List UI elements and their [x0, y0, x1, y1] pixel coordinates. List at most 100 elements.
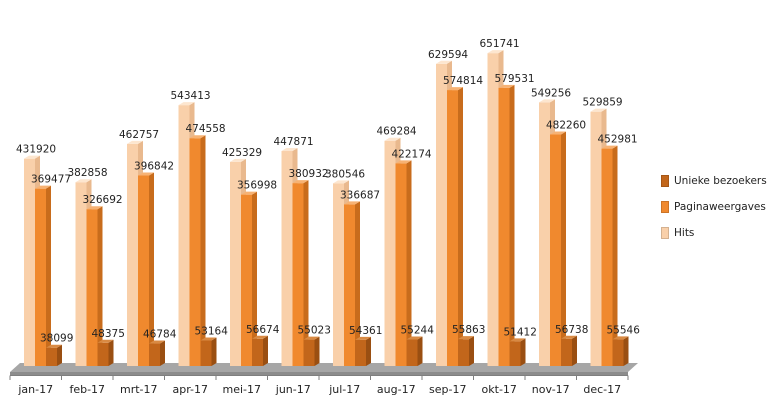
bar-side	[200, 135, 206, 366]
bar-top	[138, 172, 154, 176]
chart-bars	[24, 50, 629, 367]
bar	[447, 90, 458, 366]
x-tick-label: feb-17	[69, 383, 105, 396]
bar	[509, 341, 521, 366]
bar-side	[97, 206, 103, 366]
bar	[24, 158, 35, 366]
bar-top	[230, 158, 246, 162]
bar-top	[127, 140, 143, 144]
bar-side	[520, 338, 526, 366]
bar-top	[447, 87, 463, 91]
bar	[178, 105, 190, 367]
x-tick-label: apr-17	[172, 383, 208, 396]
data-label: 56738	[555, 324, 588, 336]
bar	[406, 339, 418, 366]
bar-top	[487, 50, 504, 54]
bar-top	[355, 336, 371, 340]
bar-side	[108, 339, 114, 366]
bar-top	[252, 335, 268, 339]
bar-top	[149, 340, 165, 344]
data-label: 380932	[289, 168, 329, 180]
bar-top	[550, 131, 566, 135]
data-label: 55023	[298, 325, 331, 337]
floor-front	[10, 372, 628, 375]
bar-side	[572, 335, 577, 366]
bar-top	[498, 84, 515, 88]
bar-side	[303, 180, 309, 366]
legend-swatch-paginaweergaves	[661, 201, 669, 213]
bar-top	[384, 137, 401, 141]
bar	[355, 339, 366, 366]
legend-item-hits: Hits	[661, 220, 773, 246]
bar	[200, 340, 212, 366]
legend-item-unieke-bezoekers: Unieke bezoekers	[661, 168, 773, 194]
x-axis: jan-17 feb-17 mrt-17 apr-17 mei-17 jun-17 jul-…	[9, 375, 629, 396]
bar-top	[86, 206, 103, 210]
bar	[97, 342, 109, 366]
bar-top	[406, 336, 423, 340]
bar-side	[561, 131, 566, 366]
bar	[138, 175, 149, 366]
legend-item-paginaweergaves: Paginaweergaves	[661, 194, 773, 220]
bar-side	[406, 160, 412, 366]
bar	[281, 151, 293, 366]
bar	[333, 183, 344, 366]
x-tick-label: mrt-17	[120, 383, 158, 396]
data-labels: 431920 369477 38099 382858 326692 48375 462757…	[16, 38, 640, 345]
bar	[149, 343, 160, 366]
bar-side	[46, 185, 51, 366]
bar	[127, 143, 138, 366]
bar-side	[57, 344, 62, 366]
data-label: 651741	[480, 38, 520, 50]
bar	[344, 204, 355, 366]
data-label: 425329	[222, 147, 262, 159]
bar-top	[333, 180, 349, 184]
data-label: 56674	[246, 324, 280, 336]
bar	[601, 148, 613, 366]
bar-top	[35, 185, 51, 189]
bar	[384, 140, 396, 366]
data-label: 55863	[452, 324, 485, 336]
bar-side	[469, 336, 474, 366]
bar-side	[160, 340, 165, 366]
bar-side	[211, 337, 217, 366]
bar-top	[189, 135, 206, 139]
data-label: 629594	[428, 49, 468, 61]
bar-top	[590, 108, 607, 112]
bar-side	[509, 84, 515, 366]
data-label: 48375	[92, 328, 125, 340]
data-label: 336687	[340, 189, 380, 201]
bar	[550, 134, 561, 366]
bar	[487, 53, 499, 367]
data-label: 574814	[443, 75, 483, 87]
bar-side	[314, 336, 320, 366]
bar-top	[178, 102, 195, 106]
legend-label-paginaweergaves: Paginaweergaves	[674, 201, 766, 213]
bar-side	[355, 201, 360, 366]
bar-top	[241, 191, 257, 195]
data-label: 55546	[607, 324, 641, 336]
data-label: 447871	[274, 136, 314, 148]
data-label: 422174	[392, 148, 432, 160]
legend-swatch-unieke-bezoekers	[661, 175, 669, 187]
bar	[612, 339, 624, 366]
bar-top	[46, 344, 62, 348]
data-label: 396842	[134, 161, 174, 173]
bar-top	[458, 336, 474, 340]
bar-top	[292, 180, 309, 184]
legend-label-hits: Hits	[674, 227, 695, 239]
bar-top	[509, 338, 526, 342]
data-label: 55244	[401, 324, 435, 336]
x-tick-label: nov-17	[532, 383, 570, 396]
bar-top	[97, 339, 114, 343]
legend-swatch-hits	[661, 227, 669, 239]
chart-floor	[10, 363, 638, 375]
data-label: 369477	[31, 174, 71, 186]
bar	[498, 87, 510, 366]
data-label: 462757	[119, 129, 159, 141]
data-label: 469284	[377, 126, 417, 138]
bar-top	[24, 155, 40, 159]
x-tick-label: jan-17	[17, 383, 53, 396]
legend-label-unieke-bezoekers: Unieke bezoekers	[674, 175, 767, 187]
